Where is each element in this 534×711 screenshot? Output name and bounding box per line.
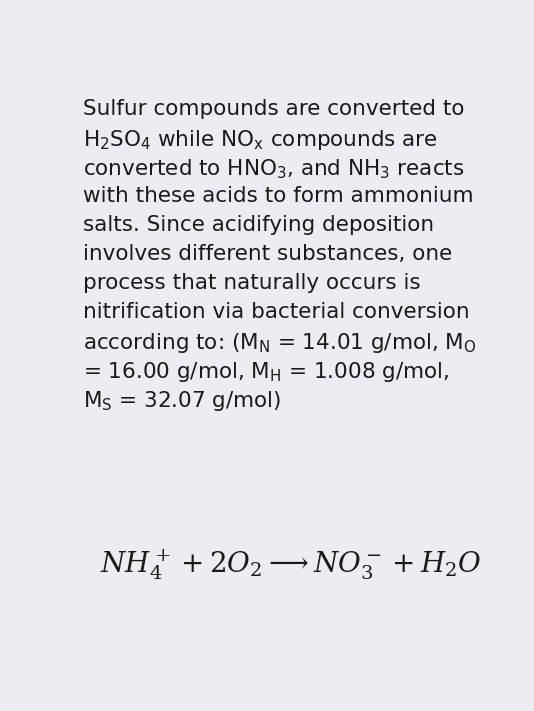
Text: according to: ($\mathregular{M_N}$ = 14.01 g/mol, $\mathregular{M_O}$: according to: ($\mathregular{M_N}$ = 14.… xyxy=(83,331,477,355)
Text: involves different substances, one: involves different substances, one xyxy=(83,244,452,264)
Text: $NH_4^+ + 2O_2 \longrightarrow NO_3^- + H_2O$: $NH_4^+ + 2O_2 \longrightarrow NO_3^- + … xyxy=(100,547,482,582)
Text: $\mathregular{M_S}$ = 32.07 g/mol): $\mathregular{M_S}$ = 32.07 g/mol) xyxy=(83,389,282,413)
Text: = 16.00 g/mol, $\mathregular{M_H}$ = 1.008 g/mol,: = 16.00 g/mol, $\mathregular{M_H}$ = 1.0… xyxy=(83,360,450,384)
Text: converted to $\mathregular{HNO_3}$, and $\mathregular{NH_3}$ reacts: converted to $\mathregular{HNO_3}$, and … xyxy=(83,157,465,181)
Text: salts. Since acidifying deposition: salts. Since acidifying deposition xyxy=(83,215,435,235)
Text: with these acids to form ammonium: with these acids to form ammonium xyxy=(83,186,474,206)
Text: process that naturally occurs is: process that naturally occurs is xyxy=(83,273,421,293)
Text: Sulfur compounds are converted to: Sulfur compounds are converted to xyxy=(83,99,465,119)
Text: $\mathregular{H_2SO_4}$ while $\mathregular{NO_x}$ compounds are: $\mathregular{H_2SO_4}$ while $\mathregu… xyxy=(83,128,438,152)
Text: nitrification via bacterial conversion: nitrification via bacterial conversion xyxy=(83,302,470,322)
